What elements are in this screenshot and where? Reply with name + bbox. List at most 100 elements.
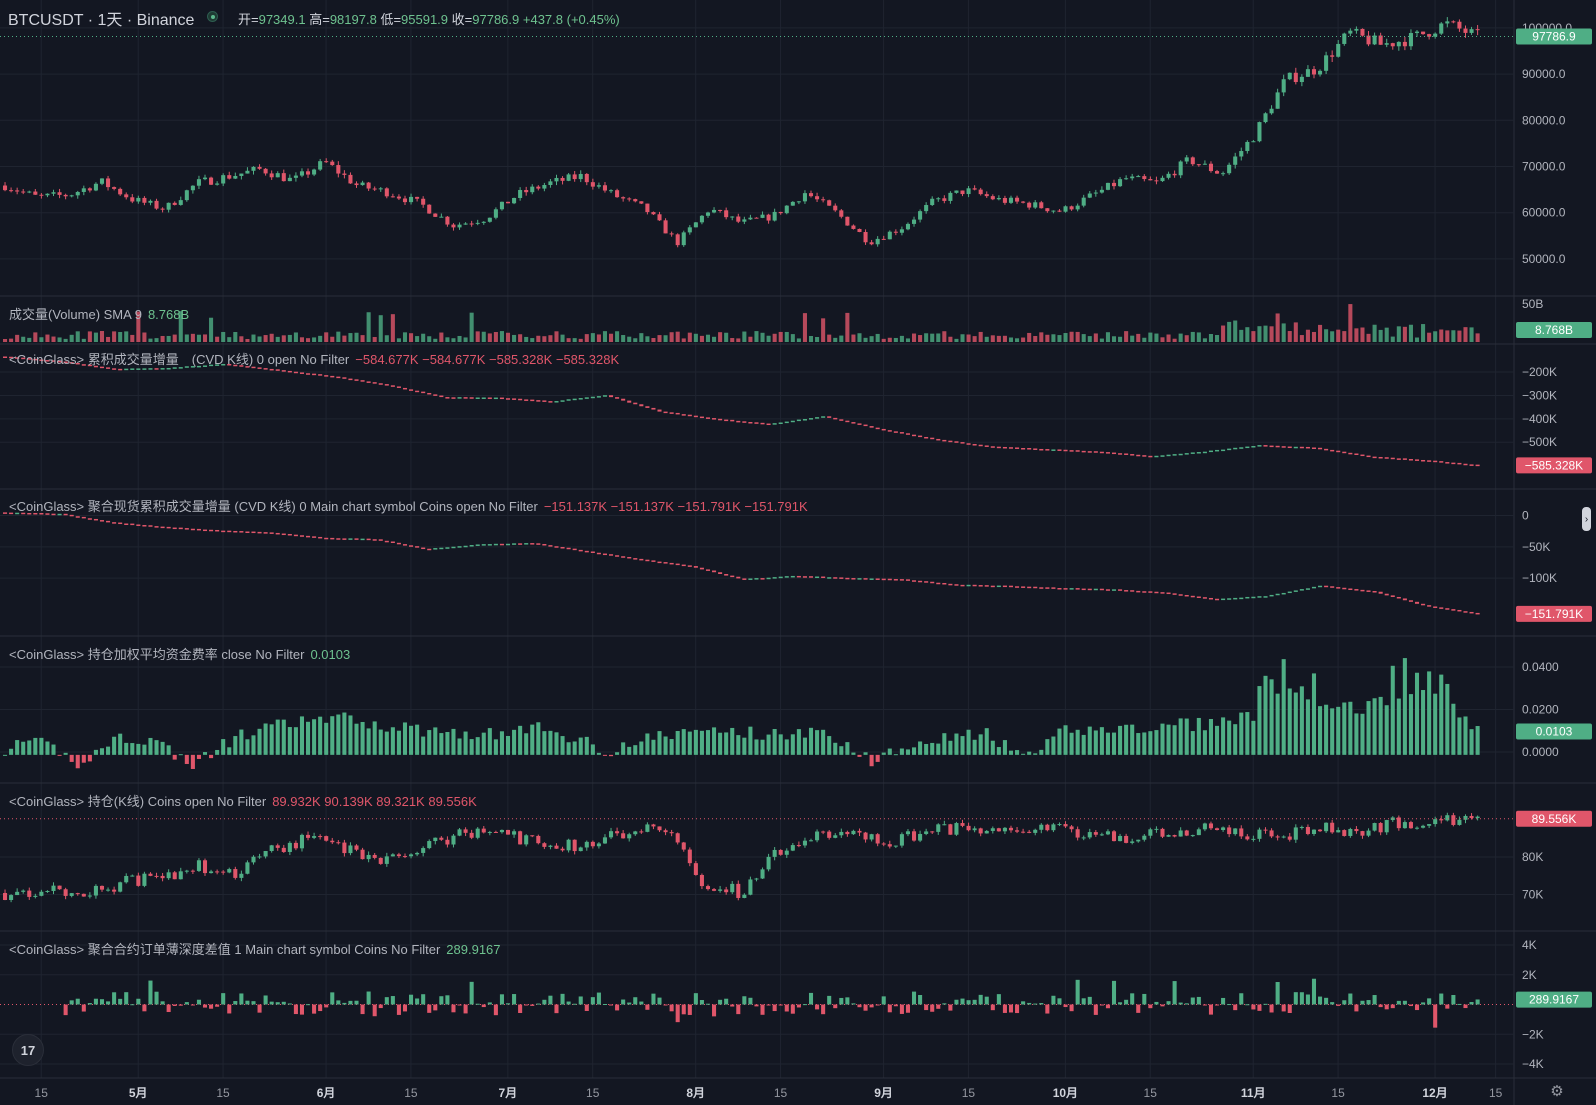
funding-bar (421, 736, 426, 755)
oi-candle (1027, 831, 1032, 833)
cvd-candle (1124, 453, 1129, 455)
cvd-candle (657, 409, 662, 412)
cvd-candle (21, 357, 26, 360)
spot-cvd-candle (457, 546, 462, 548)
oi-candle (384, 856, 389, 864)
oi-tick-label: 80K (1522, 850, 1543, 864)
volume-bar (1075, 331, 1080, 342)
oi-candle (766, 856, 771, 870)
depth-label: <CoinGlass> 聚合合约订单薄深度差值 1 Main chart sym… (9, 942, 441, 957)
depth-bar (869, 1004, 874, 1008)
depth-legend[interactable]: <CoinGlass> 聚合合约订单薄深度差值 1 Main chart sym… (9, 939, 501, 958)
volume-bar (57, 337, 62, 342)
depth-bar (1451, 994, 1456, 1005)
funding-bar (154, 740, 159, 755)
spot-cvd-candle (899, 579, 904, 581)
price-candle (924, 205, 929, 212)
volume-bar (372, 337, 377, 342)
funding-bar (263, 723, 268, 755)
spot-cvd-candle (239, 531, 244, 533)
cvd-candle (905, 433, 910, 435)
volume-bar (621, 335, 626, 342)
volume-bar (857, 333, 862, 342)
depth-bar (687, 1004, 692, 1015)
spot-cvd-candle (912, 580, 917, 582)
price-candle (1414, 31, 1420, 34)
volume-bar (27, 337, 32, 342)
depth-bar (390, 996, 395, 1005)
spot-cvd-candle (1081, 588, 1086, 591)
volume-bar (687, 332, 692, 342)
depth-bar (1142, 993, 1147, 1005)
cvd-candle (796, 419, 801, 422)
oi-candle (912, 831, 917, 841)
funding-bar (21, 741, 26, 755)
funding-bar (57, 754, 62, 756)
oi-candle (1396, 817, 1401, 829)
volume-bar (1414, 337, 1420, 342)
volume-bar (336, 331, 341, 342)
funding-bar (118, 733, 123, 755)
funding-legend[interactable]: <CoinGlass> 持仓加权平均资金费率 close No Filter 0.… (9, 644, 350, 663)
spot-cvd-candle (1245, 596, 1250, 599)
oi-candle (621, 833, 626, 839)
price-candle (215, 183, 220, 185)
spot-cvd-candle (1075, 588, 1080, 590)
volume-bar (718, 332, 723, 342)
price-candle (39, 194, 44, 196)
gear-icon[interactable]: ⚙ (1550, 1083, 1564, 1100)
oi-candle (439, 837, 444, 840)
oi-candle (536, 835, 541, 844)
spot-cvd-candle (615, 555, 620, 557)
oi-candle (712, 889, 717, 891)
chevron-right-icon[interactable]: › (1582, 507, 1591, 531)
price-candle (657, 214, 662, 221)
funding-bar (1118, 725, 1123, 755)
funding-bar (639, 741, 644, 755)
oi-candle (124, 875, 129, 883)
depth-bar (705, 1003, 711, 1005)
volume-legend[interactable]: 成交量(Volume) SMA 9 8.768B (9, 304, 189, 323)
funding-bar (469, 739, 474, 755)
cvd-legend[interactable]: <CoinGlass> 累积成交量增量 (CVD K线) 0 open No F… (9, 349, 619, 368)
spot-cvd-candle (942, 582, 947, 585)
price-candle (487, 217, 492, 222)
price-candle (275, 173, 280, 178)
spot-cvd-candle (839, 577, 844, 579)
spot-cvd-candle (384, 540, 389, 543)
price-candle (1002, 197, 1007, 203)
depth-bar (396, 1004, 401, 1015)
oi-legend[interactable]: <CoinGlass> 持仓(K线) Coins open No Filter 8… (9, 791, 477, 810)
cvd-candle (1245, 446, 1250, 449)
price-candle (445, 216, 450, 225)
volume-bar (984, 336, 989, 342)
spot-cvd-candle (621, 556, 626, 558)
spot-cvd-legend[interactable]: <CoinGlass> 聚合现货累积成交量增量 (CVD K线) 0 Main … (9, 496, 808, 515)
price-candle (984, 194, 989, 197)
cvd-candle (93, 365, 98, 368)
oi-candle (93, 885, 98, 896)
oi-candle (287, 842, 292, 852)
depth-bar (245, 1000, 250, 1005)
oi-candle (863, 832, 868, 840)
oi-candle (796, 845, 801, 847)
price-candle (639, 201, 644, 204)
spot-cvd-candle (966, 584, 971, 587)
cvd-candle (1293, 446, 1298, 449)
funding-bar (936, 743, 941, 755)
spot-cvd-candle (1184, 594, 1189, 597)
symbol-title[interactable]: BTCUSDT · 1天 · Binance (8, 12, 195, 29)
volume-bar (172, 334, 177, 342)
funding-bar (251, 735, 256, 755)
funding-bar (1202, 730, 1207, 755)
depth-tick-label: −2K (1522, 1027, 1544, 1041)
cvd-candle (936, 438, 941, 441)
cvd-tick-label: −200K (1522, 365, 1557, 379)
tradingview-logo-icon[interactable]: 17 (12, 1034, 44, 1066)
spot-cvd-candle (1202, 597, 1207, 599)
volume-bar (3, 338, 8, 342)
oi-candle (112, 889, 117, 892)
price-candle (1433, 33, 1438, 37)
volume-bar (1051, 334, 1056, 342)
